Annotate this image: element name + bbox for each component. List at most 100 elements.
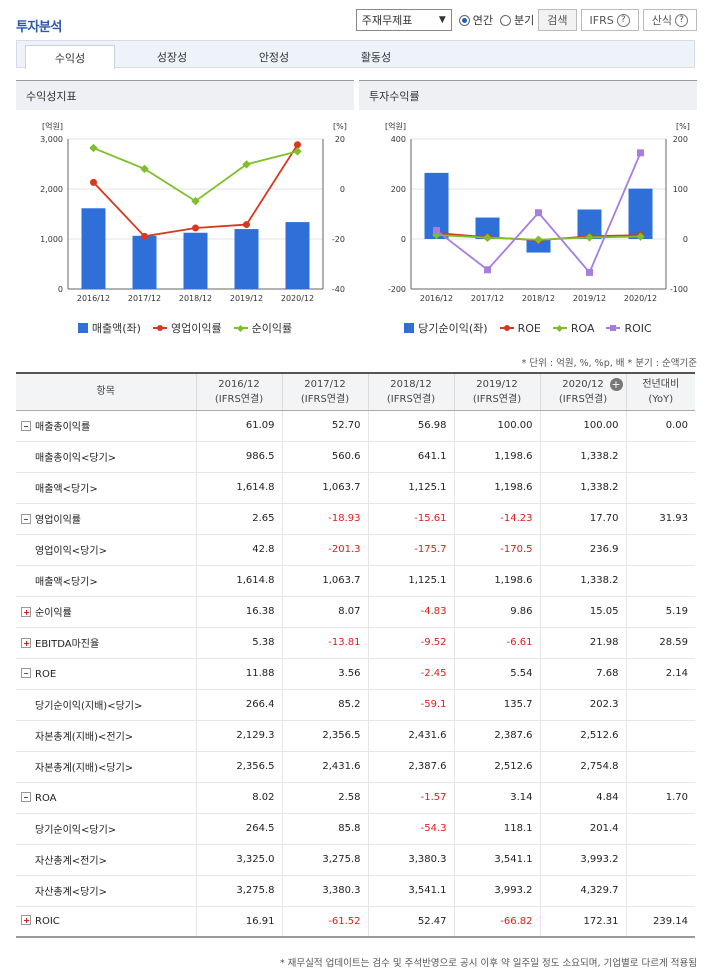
value-cell: 7.68	[539, 658, 626, 690]
collapse-icon[interactable]	[21, 791, 31, 802]
legend-item-roic[interactable]: ROIC	[606, 320, 652, 336]
yoy-cell	[625, 751, 695, 783]
row-label: 영업이익률	[35, 515, 81, 526]
value-cell: 61.09	[195, 410, 282, 442]
row-label-cell[interactable]: 매출총이익률	[16, 410, 196, 442]
legend-item-operating-margin[interactable]: 영업이익률	[152, 320, 222, 336]
chevron-down-icon: ▼	[438, 15, 446, 25]
row-label-cell[interactable]: EBITDA마진율	[16, 627, 196, 659]
header-item: 항목	[16, 372, 196, 411]
y-right-unit: [%]	[333, 122, 347, 131]
legend-item-roa[interactable]: ROA	[552, 320, 594, 336]
value-cell: 1,125.1	[367, 565, 454, 597]
value-cell: 85.8	[281, 813, 368, 845]
statement-select[interactable]: 주재무제표 ▼	[355, 9, 452, 31]
expand-plus-icon[interactable]: +	[609, 378, 623, 391]
row-label: EBITDA마진율	[35, 639, 100, 650]
yoy-label: 전년대비	[642, 378, 680, 390]
value-cell: 1,198.6	[453, 441, 540, 473]
series-point	[243, 221, 250, 229]
expand-icon[interactable]	[21, 915, 31, 926]
radio-quarter[interactable]: 분기	[500, 12, 534, 28]
table-row: ROA 8.02 2.58 -1.57 3.14 4.84 1.70	[16, 782, 695, 814]
table-body: 매출총이익률 61.09 52.70 56.98 100.00 100.00 0.00 매출총…	[16, 410, 695, 938]
legend-item-net-margin[interactable]: 순이익률	[233, 320, 292, 336]
tab-activity[interactable]: 활동성	[360, 51, 392, 64]
tab-stability[interactable]: 안정성	[258, 51, 290, 64]
row-label-cell: 자본총계(지배)<당기>	[16, 751, 196, 783]
value-cell: 3.14	[453, 782, 540, 814]
row-label: ROIC	[35, 916, 60, 928]
bar	[475, 217, 500, 239]
legend-item-sales[interactable]: 매출액(좌)	[77, 320, 141, 336]
value-cell: 2.58	[281, 782, 368, 814]
x-tick-label: 2018/12	[522, 294, 555, 303]
radio-annual[interactable]: 연간	[458, 12, 494, 28]
x-tick-label: 2016/12	[77, 294, 110, 303]
row-label-cell[interactable]: ROIC	[16, 906, 196, 938]
row-label-cell[interactable]: ROA	[16, 782, 196, 814]
yoy-cell	[625, 441, 695, 473]
period-label: 2018/12	[390, 378, 432, 390]
legend-label: 당기순이익(좌)	[418, 322, 488, 335]
x-tick-label: 2016/12	[420, 294, 453, 303]
header-period: 2018/12 (IFRS연결)	[367, 372, 454, 411]
tab-growth[interactable]: 성장성	[156, 51, 188, 64]
yoy-cell: 28.59	[625, 627, 695, 659]
value-cell: 201.4	[539, 813, 626, 845]
x-tick-label: 2020/12	[281, 294, 314, 303]
collapse-icon[interactable]	[21, 514, 31, 524]
value-cell: 560.6	[281, 441, 368, 473]
radio-annual-label: 연간	[472, 14, 494, 27]
expand-icon[interactable]	[21, 638, 31, 648]
row-label: 매출액<당기>	[35, 484, 98, 495]
series-point	[191, 196, 200, 206]
chart-legend: 매출액(좌) 영업이익률 순이익률	[16, 320, 354, 336]
yoy-cell: 0.00	[625, 410, 695, 442]
row-label: 당기순이익<당기>	[35, 825, 117, 836]
ifrs-help-button[interactable]: IFRS ?	[580, 9, 639, 31]
value-cell: 1,338.2	[539, 472, 626, 504]
row-label-cell[interactable]: 영업이익률	[16, 503, 196, 535]
y-left-tick: 2,000	[40, 185, 63, 194]
table-header-row: 항목 2016/12 (IFRS연결) 2017/12 (IFRS연결) 2018/12…	[16, 372, 695, 411]
row-label: 자산총계<전기>	[35, 856, 107, 867]
row-label-cell: 매출액<당기>	[16, 472, 196, 504]
value-cell: 3,541.1	[453, 844, 540, 876]
value-cell: 56.98	[367, 410, 454, 442]
series-point	[242, 160, 251, 169]
tab-profitability[interactable]: 수익성	[25, 45, 115, 69]
chart-heading: 투자수익률	[359, 80, 697, 110]
row-label-cell: 자산총계<당기>	[16, 875, 196, 907]
period-label: 2020/12	[562, 378, 604, 390]
row-label: 자산총계<당기>	[35, 887, 107, 898]
value-cell: 202.3	[539, 689, 626, 721]
period-label: 2019/12	[476, 378, 518, 390]
x-tick-label: 2019/12	[230, 294, 263, 303]
value-cell: 4,329.7	[539, 875, 626, 907]
value-cell: 2,431.6	[367, 720, 454, 752]
expand-icon[interactable]	[21, 607, 31, 617]
value-cell: 2,387.6	[367, 751, 454, 783]
legend-item-roe[interactable]: ROE	[499, 320, 541, 336]
search-button[interactable]: 검색	[538, 9, 577, 31]
bar	[234, 229, 259, 289]
header-period: 2020/12 (IFRS연결) +	[539, 372, 626, 411]
legend-item-net-income[interactable]: 당기순이익(좌)	[404, 320, 488, 336]
value-cell: 1,198.6	[453, 565, 540, 597]
value-cell: 236.9	[539, 534, 626, 566]
table-row: 자산총계<당기> 3,275.8 3,380.3 3,541.1 3,993.2 4,32…	[16, 875, 695, 907]
y-right-tick: -100	[670, 285, 688, 294]
bar-swatch-icon	[404, 323, 415, 333]
formula-help-button[interactable]: 산식 ?	[642, 9, 697, 31]
collapse-icon[interactable]	[21, 421, 31, 431]
return-chart-panel: 투자수익률 [억원] [%] 400 200 200 100 0 0 -200 -100 2016/…	[359, 80, 697, 340]
basis-label: (IFRS연결)	[386, 393, 436, 405]
value-cell: 172.31	[539, 906, 626, 938]
bar	[183, 232, 208, 289]
row-label-cell[interactable]: 순이익률	[16, 596, 196, 628]
header-period: 2017/12 (IFRS연결)	[281, 372, 368, 411]
value-cell: -201.3	[281, 534, 368, 566]
row-label-cell[interactable]: ROE	[16, 658, 196, 690]
collapse-icon[interactable]	[21, 667, 31, 678]
